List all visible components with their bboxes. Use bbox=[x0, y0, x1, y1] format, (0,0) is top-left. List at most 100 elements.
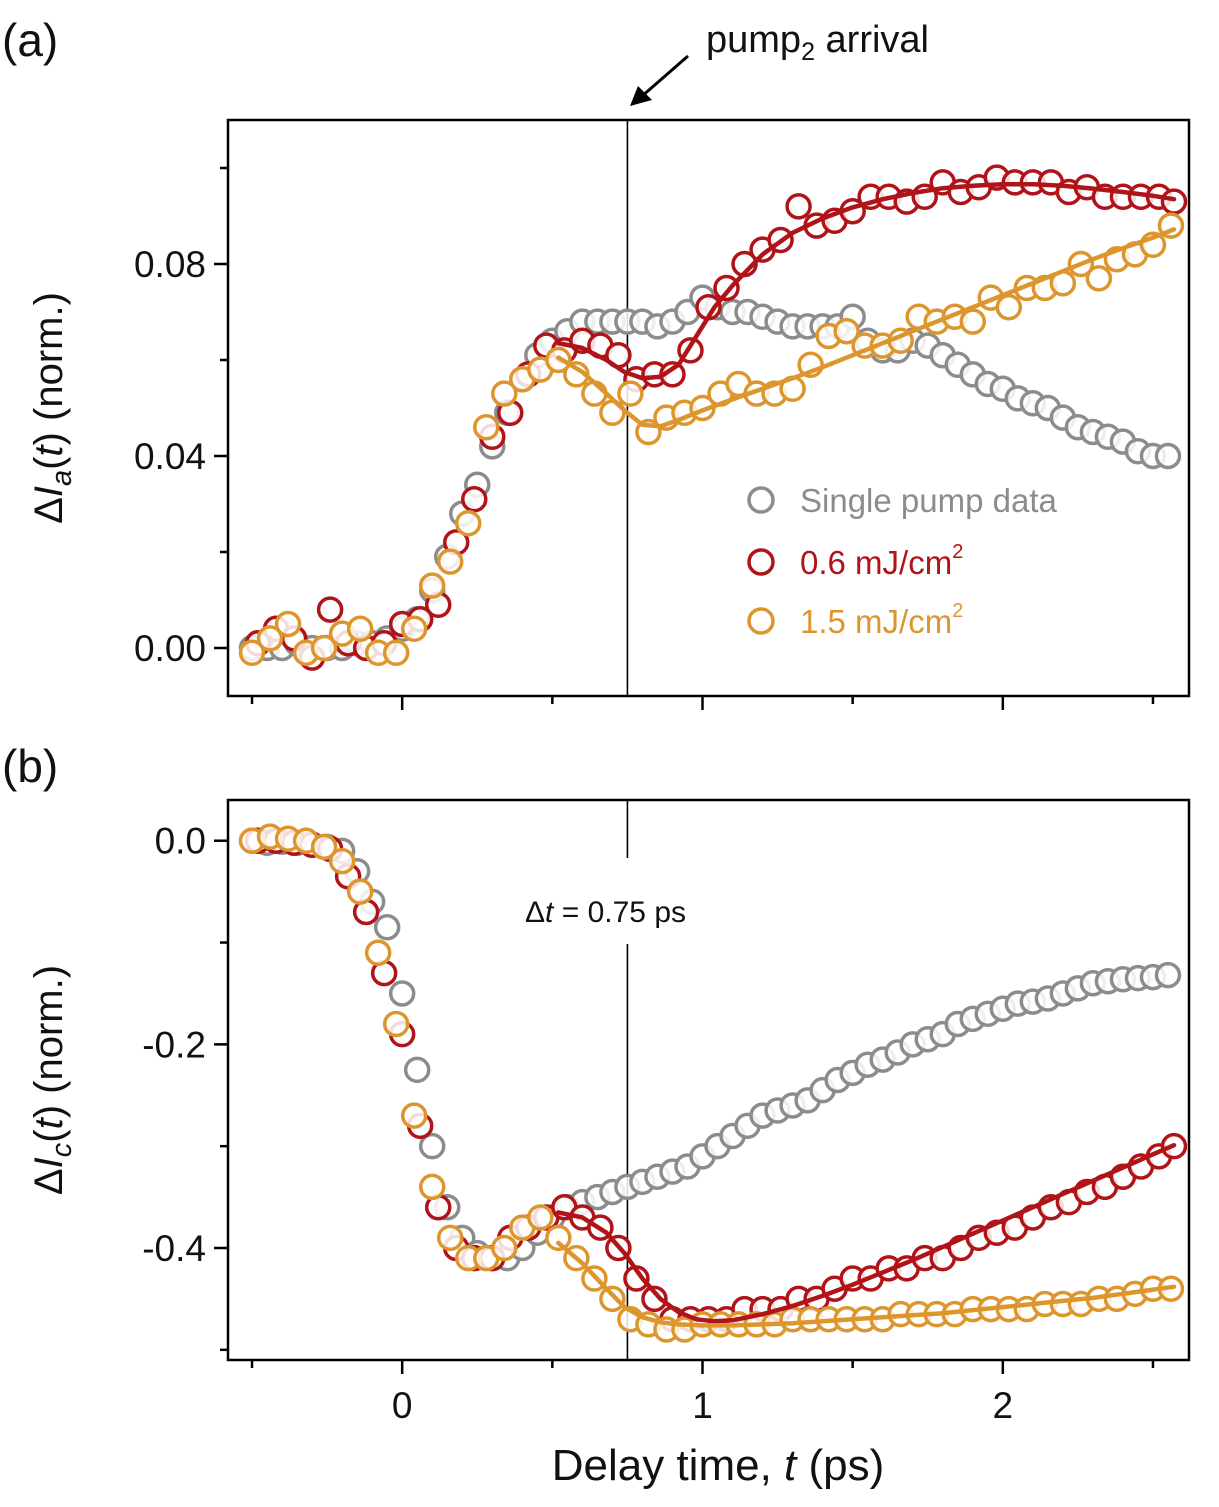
pump2-annotation-sub: 2 bbox=[801, 38, 815, 66]
data-point-high bbox=[491, 380, 518, 407]
data-point-high bbox=[418, 1173, 446, 1201]
x-title-prefix: Delay time, bbox=[552, 1441, 784, 1490]
legend-marker-single bbox=[747, 486, 775, 514]
y-title-open-b: ( bbox=[27, 1129, 71, 1143]
panel-label-a: (a) bbox=[2, 14, 58, 66]
y-axis-title-b: ΔIc(t) (norm.) bbox=[27, 965, 78, 1195]
data-point-high bbox=[527, 1204, 554, 1231]
y-tick-label-a: 0.04 bbox=[134, 436, 206, 477]
legend-label-single: Single pump data bbox=[800, 482, 1057, 519]
y-title-I-b: I bbox=[27, 1157, 71, 1168]
fit-line-low-b bbox=[556, 1142, 1177, 1324]
data-point-high bbox=[418, 572, 446, 599]
data-point-high bbox=[833, 317, 860, 345]
data-point-single bbox=[373, 914, 401, 941]
legend-label-low: 0.6 mJ/cm2 bbox=[800, 541, 963, 581]
x-axis-title: Delay time, t (ps) bbox=[552, 1441, 885, 1490]
y-title-open-a: ( bbox=[27, 456, 71, 470]
axis-ticks-b: 0.0 -0.2 -0.4 0 1 2 bbox=[142, 821, 1155, 1426]
data-point-high bbox=[436, 548, 464, 575]
y-tick-label-a: 0.00 bbox=[134, 628, 206, 669]
legend-marker-low bbox=[747, 548, 775, 576]
data-point-high bbox=[959, 308, 987, 335]
data-point-high bbox=[400, 615, 428, 643]
data-point-high bbox=[328, 847, 356, 875]
delta-t-label: Δt = 0.75 ps bbox=[525, 896, 686, 929]
y-title-delta-b: Δ bbox=[27, 1168, 71, 1195]
data-point-high bbox=[1085, 265, 1113, 292]
data-point-high bbox=[436, 1224, 464, 1252]
fit-line-low-a bbox=[556, 182, 1177, 381]
data-point-high bbox=[599, 1285, 626, 1313]
data-point-high bbox=[364, 939, 392, 966]
x-tick-label: 1 bbox=[692, 1385, 713, 1426]
fit-line-high-b bbox=[556, 1240, 1177, 1328]
data-point-high bbox=[491, 1234, 518, 1262]
data-point-single bbox=[403, 1056, 431, 1084]
delta-t-label-bg bbox=[518, 858, 738, 944]
y-title-close-a: ) bbox=[27, 432, 71, 445]
series-group-a bbox=[238, 164, 1188, 671]
plot-frame-b bbox=[226, 798, 1191, 1362]
series-group-b bbox=[238, 823, 1188, 1343]
axis-ticks-a: 0.00 0.04 0.08 bbox=[134, 166, 1155, 710]
data-point-high bbox=[995, 293, 1023, 321]
delta-t-unit: ps bbox=[646, 896, 686, 929]
y-title-delta-a: Δ bbox=[27, 497, 71, 524]
delta-t-delta: Δ bbox=[525, 896, 545, 929]
legend-label-low-sup: 2 bbox=[952, 541, 963, 563]
data-point-single bbox=[1154, 961, 1182, 989]
x-tick-label: 2 bbox=[993, 1385, 1014, 1426]
data-point-single bbox=[388, 980, 416, 1007]
data-point-low bbox=[461, 485, 488, 513]
legend-label-high-sup: 2 bbox=[952, 600, 963, 622]
fit-line-high-a bbox=[556, 227, 1177, 429]
data-point-single bbox=[1154, 442, 1182, 470]
legend-marker-high bbox=[747, 607, 775, 635]
y-title-I-a: I bbox=[27, 486, 71, 497]
arrow-icon-head bbox=[630, 86, 652, 106]
x-title-suffix: (ps) bbox=[796, 1441, 884, 1490]
panel-a: 0.000.040.08 (a) pump2 arrival ΔIa(t) (n… bbox=[2, 14, 1191, 710]
y-axis-title-a: ΔIa(t) (norm.) bbox=[27, 292, 78, 524]
data-point-high bbox=[382, 1010, 410, 1038]
legend: Single pump data 0.6 mJ/cm2 1.5 mJ/cm2 bbox=[747, 482, 1057, 640]
y-title-sub-a: a bbox=[46, 470, 78, 486]
delta-t-var: t bbox=[545, 896, 555, 929]
y-tick-label-b: -0.4 bbox=[142, 1228, 206, 1269]
y-tick-label-b: -0.2 bbox=[142, 1024, 206, 1065]
y-title-suffix-a: (norm.) bbox=[27, 292, 71, 432]
y-title-close-b: ) bbox=[27, 1105, 71, 1118]
y-title-suffix-b: (norm.) bbox=[27, 965, 71, 1105]
pump2-annotation-suffix: arrival bbox=[815, 19, 929, 61]
plot-frame-a bbox=[226, 118, 1191, 698]
x-tick-label: 0 bbox=[392, 1385, 413, 1426]
delta-t-eq: = bbox=[553, 896, 587, 929]
pump2-annotation: pump2 arrival bbox=[706, 19, 929, 66]
data-point-high bbox=[274, 610, 302, 638]
delta-t-value: 0.75 bbox=[588, 896, 646, 929]
legend-label-low-text: 0.6 mJ/cm bbox=[800, 544, 952, 581]
data-point-high bbox=[400, 1102, 428, 1129]
y-title-sub-b: c bbox=[46, 1142, 78, 1157]
data-point-high bbox=[238, 639, 266, 667]
legend-label-high: 1.5 mJ/cm2 bbox=[800, 600, 963, 640]
data-point-low bbox=[785, 193, 812, 220]
data-point-high bbox=[310, 833, 338, 861]
data-point-high bbox=[256, 625, 284, 652]
arrow-icon-shaft bbox=[640, 54, 689, 99]
data-point-low bbox=[1160, 188, 1188, 215]
data-point-high bbox=[473, 413, 500, 441]
panel-label-b: (b) bbox=[2, 740, 58, 792]
y-tick-label-b: 0.0 bbox=[155, 821, 206, 862]
y-tick-label-a: 0.08 bbox=[134, 244, 206, 285]
data-point-high bbox=[346, 615, 374, 643]
data-point-high bbox=[346, 878, 374, 905]
data-point-low bbox=[316, 596, 344, 623]
data-point-high bbox=[545, 1224, 572, 1252]
y-title-var-a: t bbox=[27, 444, 71, 457]
data-point-low bbox=[641, 1285, 668, 1313]
series-single-a bbox=[238, 284, 1182, 662]
pump2-annotation-text: pump bbox=[706, 19, 801, 61]
